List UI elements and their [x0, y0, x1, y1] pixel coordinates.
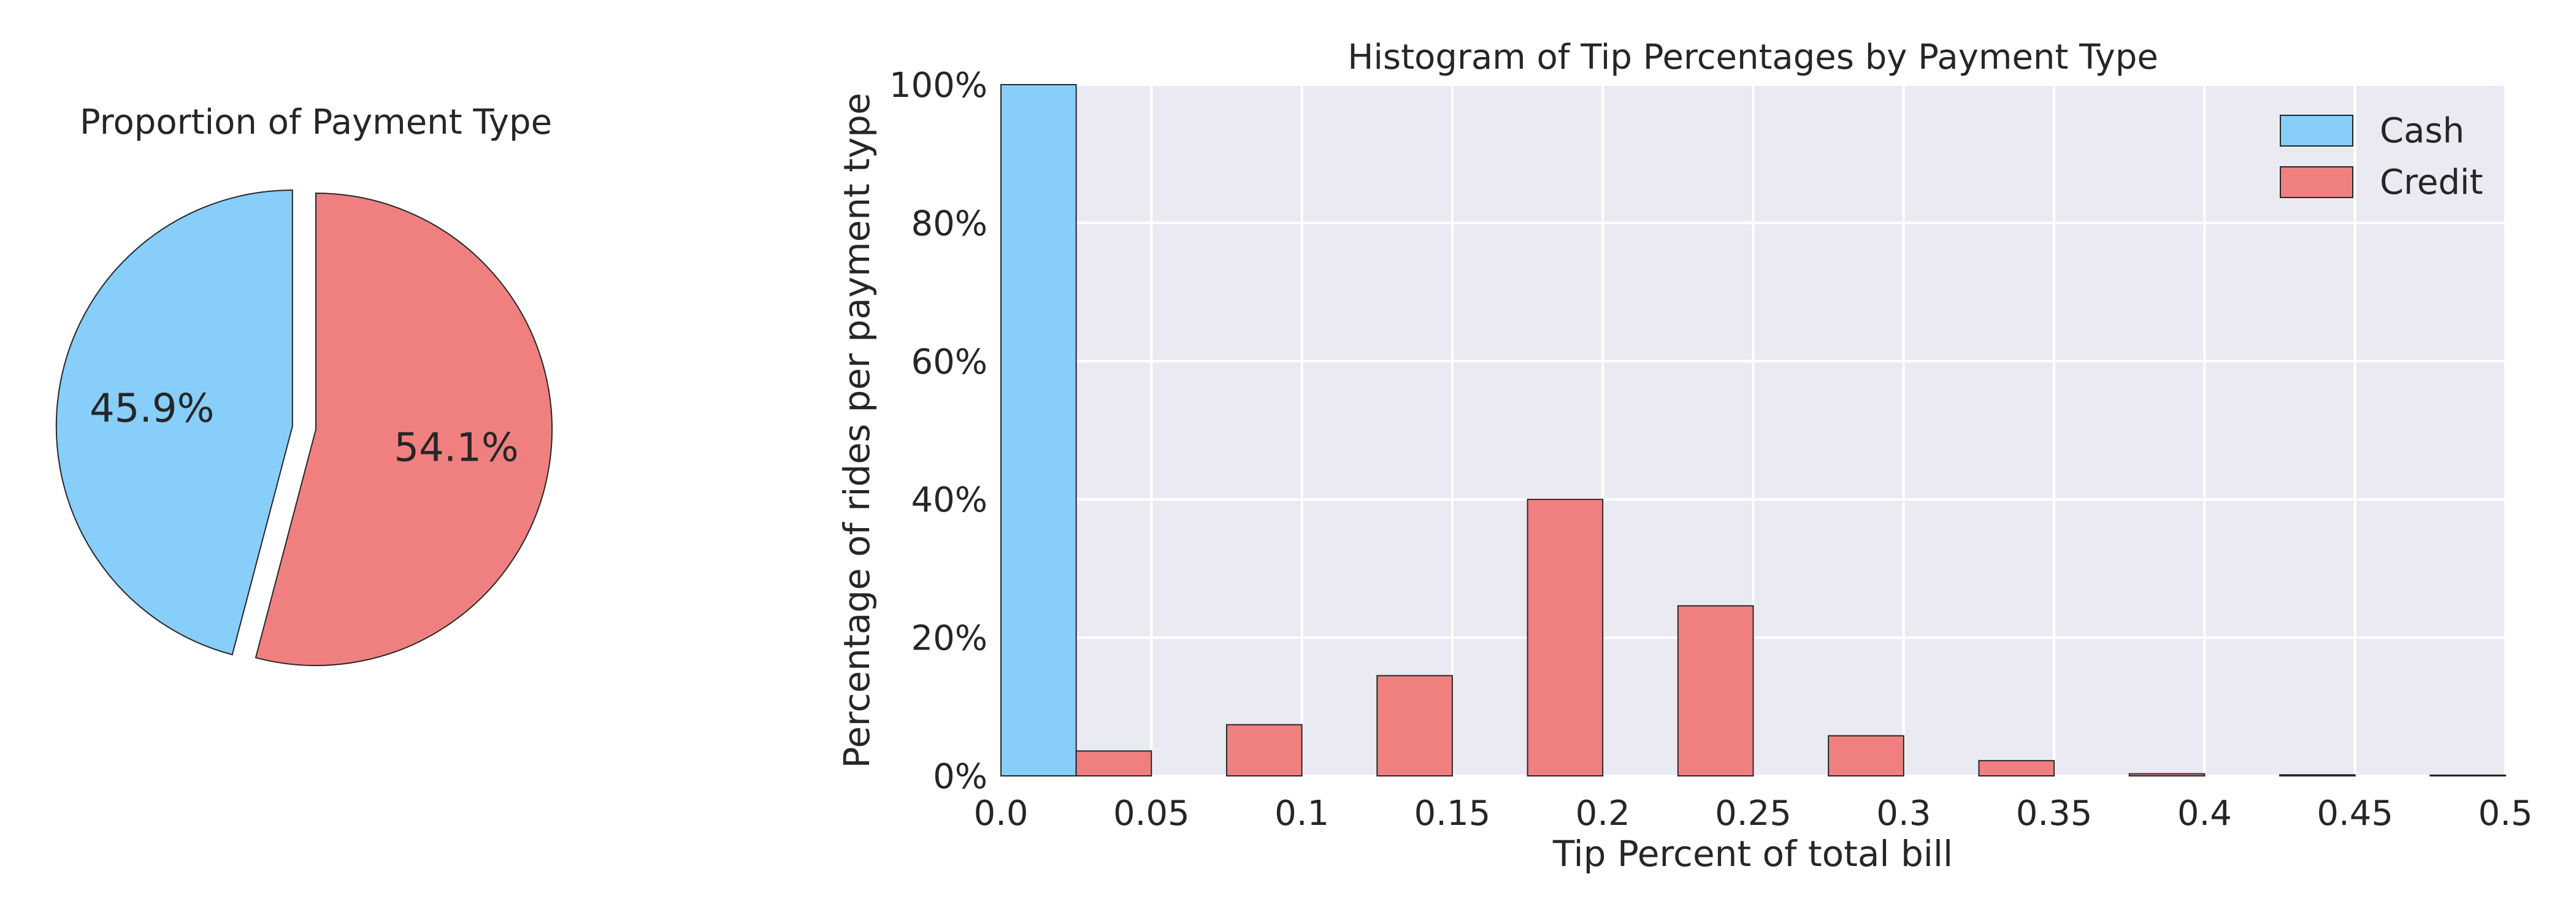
- pie-slices: [55, 190, 553, 666]
- y-tick-labels: 0% 20% 40% 60% 80% 100%: [889, 66, 987, 797]
- bar-credit: [1527, 499, 1604, 776]
- x-tick-label: 0.15: [1414, 794, 1491, 834]
- y-tick-label: 20%: [911, 619, 987, 659]
- histogram-title: Histogram of Tip Percentages by Payment …: [1347, 37, 2158, 77]
- x-tick-label: 0.25: [1715, 794, 1792, 834]
- pie-slice-cash: [55, 190, 293, 656]
- x-tick-label: 0.4: [2177, 794, 2232, 834]
- legend-label-cash: Cash: [2380, 111, 2464, 151]
- x-tick-label: 0.2: [1576, 794, 1630, 834]
- y-tick-label: 0%: [933, 757, 987, 797]
- y-tick-label: 40%: [911, 480, 987, 520]
- x-tick-label: 0.05: [1113, 794, 1190, 834]
- pie-label-credit: 54.1%: [394, 426, 518, 471]
- bar-credit: [1376, 675, 1453, 776]
- bar-credit: [1225, 724, 1303, 777]
- x-tick-label: 0.5: [2478, 794, 2532, 834]
- y-tick-label: 80%: [911, 204, 987, 243]
- x-tick-label: 0.35: [2016, 794, 2093, 834]
- legend-swatch-cash: [2280, 115, 2353, 147]
- bar-credit: [1978, 760, 2055, 777]
- x-axis-label: Tip Percent of total bill: [1552, 833, 1953, 875]
- bar-cash: [1000, 84, 1077, 776]
- bar-credit: [1828, 735, 1904, 777]
- grid-lines: [1000, 83, 2507, 777]
- bar-credit: [1677, 605, 1754, 776]
- y-tick-label: 100%: [889, 66, 987, 105]
- bar-credit: [2429, 774, 2507, 777]
- pie-title: Proportion of Payment Type: [80, 102, 552, 142]
- bar-credit: [2279, 774, 2356, 776]
- legend-swatch-credit: [2280, 166, 2353, 198]
- x-tick-labels: 0.0 0.05 0.1 0.15 0.2 0.25 0.3 0.35 0.4 0.45 0.5: [973, 794, 2532, 834]
- x-tick-label: 0.1: [1275, 794, 1329, 834]
- y-axis-label: Percentage of rides per payment type: [836, 93, 878, 768]
- x-tick-label: 0.0: [973, 794, 1028, 834]
- pie-label-cash: 45.9%: [90, 386, 214, 431]
- legend: Cash Credit: [2280, 111, 2483, 202]
- pie-chart: Proportion of Payment Type 45.9% 54.1%: [55, 102, 553, 666]
- x-tick-label: 0.45: [2317, 794, 2393, 834]
- pie-labels: 45.9% 54.1%: [90, 386, 519, 470]
- histogram-bars: [1000, 84, 2507, 777]
- x-tick-label: 0.3: [1876, 794, 1931, 834]
- bar-credit: [1075, 750, 1152, 776]
- bar-credit: [2128, 773, 2206, 777]
- legend-label-credit: Credit: [2380, 163, 2483, 202]
- y-tick-label: 60%: [911, 342, 987, 382]
- histogram-chart: 0.0 0.05 0.1 0.15 0.2 0.25 0.3 0.35 0.4 0.45 0.5 0…: [836, 37, 2533, 875]
- pie-slice-credit: [255, 192, 553, 666]
